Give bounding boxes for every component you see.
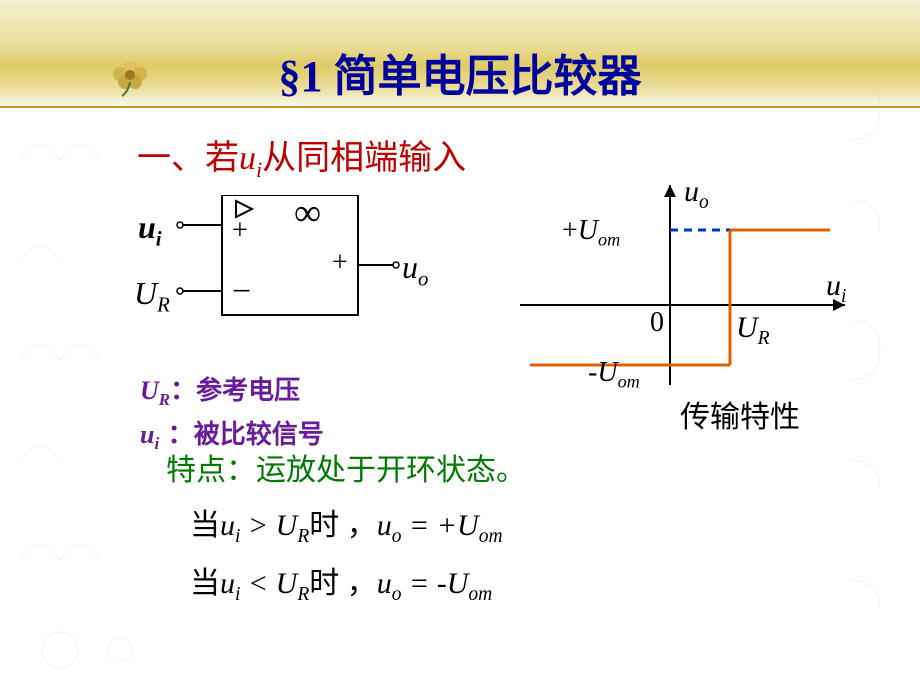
minus-in: − — [232, 273, 251, 311]
ur-label: UR — [134, 275, 170, 317]
plus-uom-label: +Uom — [562, 215, 620, 251]
terminal-ui — [177, 222, 183, 228]
feature-line: 特点：运放处于开环状态。 — [166, 445, 526, 489]
page-title: §1 简单电压比较器 — [0, 40, 920, 104]
feature-text: 运放处于开环状态。 — [256, 454, 526, 487]
ui-label: ui — [138, 209, 162, 251]
infinity-symbol: ∞ — [294, 191, 321, 235]
title-text: 简单电压比较器 — [334, 52, 642, 101]
section-mark: §1 — [279, 52, 323, 101]
terminal-uo — [393, 262, 399, 268]
circuit-diagram: ui UR uo + − + ∞ — [140, 195, 460, 365]
subtitle-suffix: 从同相端输入 — [262, 140, 466, 177]
minus-uom-label: -Uom — [588, 357, 640, 393]
transfer-characteristic-label: 传输特性 — [680, 392, 800, 436]
uo-label: uo — [402, 249, 428, 291]
note-ur: UR：参考电压 — [140, 370, 324, 410]
feature-label: 特点： — [166, 454, 256, 487]
x-axis-label: ui — [826, 269, 846, 308]
title-underline — [0, 106, 920, 108]
subtitle-prefix: 一、若 — [137, 140, 239, 177]
notes: UR：参考电压 ui ：被比较信号 — [140, 370, 324, 454]
condition-1: 当ui > UR时 ，uo = +Uom — [190, 500, 503, 548]
condition-2: 当ui < UR时 ，uo = -Uom — [190, 558, 492, 606]
transfer-graph: uo ui 0 +Uom -Uom UR — [500, 175, 880, 425]
plus-in: + — [232, 215, 248, 247]
plus-out: + — [332, 247, 348, 279]
subtitle-var: u — [239, 140, 256, 177]
y-axis-arrow-icon — [664, 185, 676, 197]
y-axis-label: uo — [684, 175, 709, 214]
subtitle: 一、若ui从同相端输入 — [137, 130, 466, 183]
origin-label: 0 — [650, 307, 664, 339]
terminal-ur — [177, 288, 183, 294]
ur-threshold-label: UR — [736, 311, 770, 350]
